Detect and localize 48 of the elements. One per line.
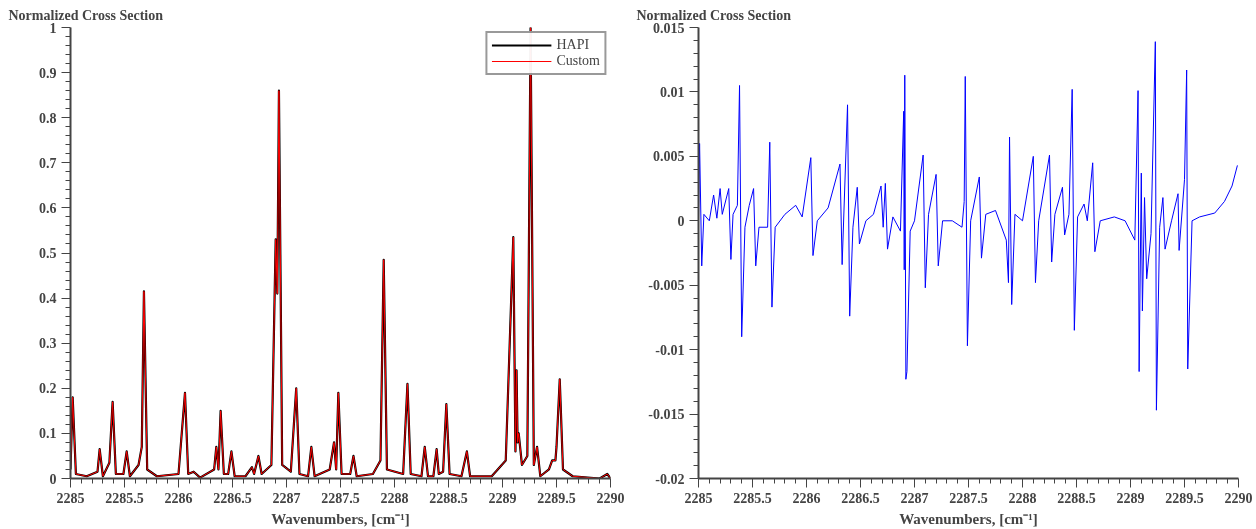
x-tick-label: 2287 <box>900 490 929 506</box>
y-tick-label: 0 <box>49 471 57 487</box>
legend-label: HAPI <box>556 37 590 53</box>
x-tick-label: 2286 <box>792 490 821 506</box>
x-tick-label: 2289 <box>488 490 517 506</box>
x-tick-label: 2287 <box>272 490 301 506</box>
x-tick-label: 2288.5 <box>1057 490 1096 506</box>
x-axis-title: Wavenumbers, [cm⁻¹] <box>899 510 1038 527</box>
y-tick-label: 0.6 <box>39 200 57 216</box>
y-tick-label: -0.01 <box>655 342 685 358</box>
chart-title: Normalized Cross Section <box>636 7 792 23</box>
y-tick-label: 0.9 <box>39 65 57 81</box>
x-tick-label: 2288 <box>1008 490 1037 506</box>
x-tick-label: 2290 <box>1224 490 1253 506</box>
y-tick-label: -0.02 <box>655 471 685 487</box>
x-tick-label: 2289 <box>1116 490 1145 506</box>
x-tick-label: 2285 <box>684 490 713 506</box>
y-tick-label: 0.3 <box>39 336 57 352</box>
x-tick-label: 2286.5 <box>213 490 252 506</box>
y-tick-label: 0.1 <box>39 426 57 442</box>
y-tick-label: 0.01 <box>660 84 685 100</box>
line-series <box>698 41 1238 411</box>
y-tick-label: 0.2 <box>39 381 57 397</box>
x-tick-label: 2289.5 <box>537 490 576 506</box>
x-tick-label: 2287.5 <box>949 490 988 506</box>
y-tick-label: 0.005 <box>653 149 685 165</box>
x-tick-label: 2286.5 <box>841 490 880 506</box>
y-tick-label: 0 <box>677 213 685 229</box>
x-tick-label: 2285.5 <box>733 490 772 506</box>
x-tick-label: 2288 <box>380 490 409 506</box>
x-tick-label: 2287.5 <box>321 490 360 506</box>
x-tick-label: 2289.5 <box>1165 490 1204 506</box>
y-tick-label: 1 <box>49 20 57 36</box>
x-tick-label: 2288.5 <box>429 490 468 506</box>
y-tick-label: -0.015 <box>648 407 685 423</box>
x-axis-title: Wavenumbers, [cm⁻¹] <box>271 510 410 527</box>
y-tick-label: 0.7 <box>39 155 57 171</box>
legend-label: Custom <box>556 53 600 69</box>
x-tick-label: 2290 <box>596 490 625 506</box>
y-tick-label: -0.005 <box>648 278 685 294</box>
y-tick-label: 0.8 <box>39 110 57 126</box>
y-tick-label: 0.015 <box>653 20 685 36</box>
x-tick-label: 2286 <box>164 490 193 506</box>
x-tick-label: 2285.5 <box>105 490 144 506</box>
y-tick-label: 0.5 <box>39 246 57 261</box>
x-tick-label: 2285 <box>56 490 85 506</box>
chart-title: Normalized Cross Section <box>8 7 164 23</box>
y-tick-label: 0.4 <box>39 291 57 307</box>
